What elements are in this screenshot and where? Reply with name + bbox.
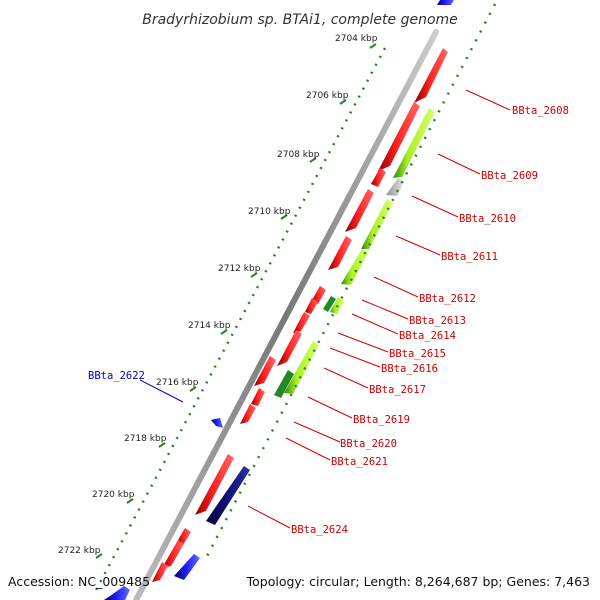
gene-label[interactable]: BBta_2616 <box>381 363 438 375</box>
gene-label[interactable]: BBta_2622 <box>88 370 145 382</box>
scale-label: 2718 kbp <box>124 434 167 444</box>
scale-tick <box>309 157 317 163</box>
gene-bbta-2609-rev[interactable] <box>393 108 435 178</box>
forward-strand-genes <box>152 48 448 582</box>
scale-tick <box>95 553 103 559</box>
gene-bbta-2608[interactable] <box>414 48 448 103</box>
chromosome-backbone <box>133 29 439 600</box>
gene-label[interactable]: BBta_2620 <box>340 438 397 450</box>
scale-tick <box>158 442 166 448</box>
scale-tick <box>220 329 228 335</box>
gene-labels: BBta_2608 BBta_2609 BBta_2610 BBta_2611 … <box>88 105 569 536</box>
leader-line <box>139 379 184 403</box>
gene-bbta-2624b[interactable] <box>162 540 184 568</box>
leader-line <box>307 396 353 419</box>
scale-tick <box>126 498 134 504</box>
gene-label[interactable]: BBta_2624 <box>291 524 348 536</box>
scale-label: 2722 kbp <box>58 546 101 556</box>
gene-bbta-2617-rev[interactable] <box>284 341 319 394</box>
scale-label: 2710 kbp <box>248 207 291 217</box>
gene-label[interactable]: BBta_2609 <box>481 170 538 182</box>
leader-line <box>285 437 331 461</box>
leader-line <box>437 153 481 175</box>
gene-label[interactable]: BBta_2608 <box>512 105 569 117</box>
gene-bbta-2615[interactable] <box>293 312 310 333</box>
gene-bbta-2625[interactable] <box>174 554 200 580</box>
gene-bbta-2613[interactable] <box>311 286 326 304</box>
gene-bbta-2612-rev[interactable] <box>341 249 368 285</box>
gene-grey[interactable] <box>386 178 404 196</box>
scale-label: 2720 kbp <box>92 490 135 500</box>
gene-bbta-2617-dark[interactable] <box>274 370 294 398</box>
gene-label[interactable]: BBta_2621 <box>331 456 388 468</box>
scale-tick <box>280 214 288 220</box>
leader-line <box>351 313 399 335</box>
gene-bbta-2610[interactable] <box>345 189 374 232</box>
gene-bbta-2619[interactable] <box>251 388 265 406</box>
gene-bbta-2611-rev[interactable] <box>361 199 393 249</box>
scale-tick <box>369 43 377 49</box>
topology-text: Topology: circular; Length: 8,264,687 bp… <box>246 574 590 589</box>
leader-line <box>337 332 389 353</box>
gene-label[interactable]: BBta_2617 <box>369 384 426 396</box>
gene-bottom-blue[interactable] <box>104 586 130 600</box>
leader-line <box>329 347 381 368</box>
leader-line <box>293 421 341 443</box>
gene-bbta-2614[interactable] <box>305 298 318 314</box>
scale-label: 2716 kbp <box>156 378 199 388</box>
gene-bbta-2616[interactable] <box>277 330 302 366</box>
gene-bbta-2624a[interactable] <box>177 528 191 545</box>
leader-line <box>361 299 409 320</box>
gene-bbta-2611[interactable] <box>328 236 352 270</box>
gene-bbta-2624c[interactable] <box>152 562 168 582</box>
gene-bbta-2609[interactable] <box>378 102 420 171</box>
gene-label[interactable]: BBta_2619 <box>353 414 410 426</box>
accession-text: Accession: NC_009485 <box>8 574 150 589</box>
leader-line <box>373 276 419 298</box>
scale-ticks: 2704 kbp 2706 kbp 2708 kbp 2710 kbp 2712… <box>58 34 378 559</box>
gene-label[interactable]: BBta_2612 <box>419 293 476 305</box>
scale-label: 2704 kbp <box>335 34 378 44</box>
leader-line <box>395 235 441 256</box>
scale-label: 2712 kbp <box>218 264 261 274</box>
gene-bbta-2623[interactable] <box>206 466 250 525</box>
leader-line <box>411 195 459 218</box>
gene-label[interactable]: BBta_2615 <box>389 348 446 360</box>
leader-line <box>465 89 511 111</box>
gene-label[interactable]: BBta_2611 <box>441 251 498 263</box>
scale-label: 2706 kbp <box>306 91 349 101</box>
gene-label[interactable]: BBta_2610 <box>459 213 516 225</box>
map-title: Bradyrhizobium sp. BTAi1, complete genom… <box>142 12 458 28</box>
gene-bbta-2609b[interactable] <box>371 168 386 187</box>
scale-tick <box>339 99 347 105</box>
scale-tick <box>189 386 197 392</box>
gene-bbta-2620[interactable] <box>240 404 256 424</box>
gene-bbta-2617[interactable] <box>254 356 276 386</box>
leader-line <box>323 367 369 389</box>
scale-label: 2708 kbp <box>277 150 320 160</box>
scale-dotted-line <box>93 47 387 593</box>
gene-bbta-2613-dark[interactable] <box>323 296 336 312</box>
gene-bbta-2621[interactable] <box>195 454 234 515</box>
label-leaders <box>139 89 511 529</box>
scale-tick <box>250 272 258 278</box>
scale-label: 2714 kbp <box>188 321 231 331</box>
gene-bbta-2622[interactable] <box>211 418 223 428</box>
leader-line <box>247 505 291 529</box>
gene-label[interactable]: BBta_2613 <box>409 315 466 327</box>
gene-label[interactable]: BBta_2614 <box>399 330 456 342</box>
gene-top-blue[interactable] <box>437 0 454 5</box>
